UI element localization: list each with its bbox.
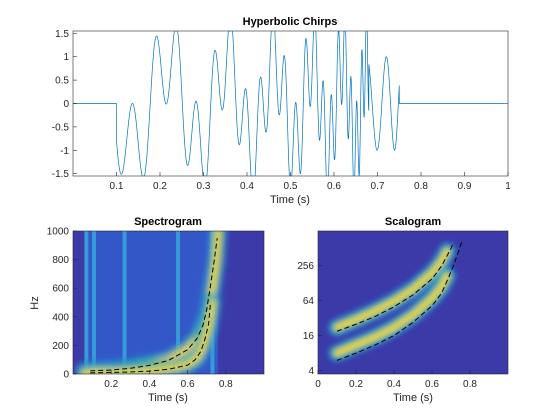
waveform-x-tick-label: 0.1 (110, 181, 124, 192)
spectrogram-dashed-curve (90, 302, 212, 374)
spectrogram-y-tick-label: 400 (52, 312, 69, 323)
scalogram-title: Scalogram (385, 216, 441, 228)
spectrogram-band (84, 231, 89, 374)
waveform-series-line (73, 31, 508, 176)
waveform-y-tick-label: -0.5 (52, 122, 70, 133)
waveform-x-tick-label: 0.9 (458, 181, 472, 192)
waveform-y-ticks: -1.5 -1 -0.5 0 0.5 1 1.5 (52, 29, 77, 180)
spectrogram-band (176, 231, 181, 374)
waveform-x-ticks: 0.1 0.2 0.3 0.4 0.5 0.6 0.7 0.8 0.9 1 (110, 172, 511, 192)
waveform-chart: 0.1 0.2 0.3 0.4 0.5 0.6 0.7 0.8 0.9 1 -1.5 -1 -0.5 0… (52, 16, 511, 206)
spectrogram-x-tick-label: 0.8 (219, 379, 233, 390)
scalogram-x-tick-label: 0.2 (349, 379, 363, 390)
waveform-x-tick-label: 0.7 (371, 181, 385, 192)
waveform-y-tick-label: 1.5 (55, 29, 69, 40)
spectrogram-chart: 0.2 0.4 0.6 0.8 0 200 400 600 800 1000 Spectrogr… (29, 216, 265, 404)
waveform-y-tick-label: -1 (60, 146, 69, 157)
scalogram-y-tick-label: 64 (303, 296, 315, 307)
spectrogram-y-label: Hz (29, 296, 41, 309)
spectrogram-y-tick-label: 0 (63, 370, 69, 381)
waveform-y-tick-label: 1 (63, 52, 69, 63)
spectrogram-y-tick-label: 800 (52, 255, 69, 266)
waveform-lines (73, 31, 508, 176)
spectrogram-overlay-curves (90, 238, 218, 374)
waveform-y-tick-label: 0 (63, 99, 69, 110)
spectrogram-y-tick-label: 200 (52, 341, 69, 352)
waveform-y-tick-label: 0.5 (55, 76, 69, 87)
waveform-x-tick-label: 0.4 (240, 181, 254, 192)
spectrogram-y-tick-label: 1000 (47, 227, 70, 238)
scalogram-x-tick-label: 0.8 (463, 379, 477, 390)
spectrogram-x-tick-label: 0.4 (142, 379, 156, 390)
spectrogram-axes-box (72, 230, 265, 375)
spectrogram-x-label: Time (s) (148, 392, 188, 404)
spectrogram-band (122, 231, 127, 374)
scalogram-overlay-curves (336, 239, 463, 361)
scalogram-y-ticks: 4 16 64 256 (297, 261, 322, 377)
scalogram-x-tick-label: 0.6 (425, 379, 439, 390)
scalogram-ridge (334, 248, 450, 330)
scalogram-ridge (334, 273, 450, 356)
scalogram-axes-box (317, 230, 509, 375)
spectrogram-y-tick-label: 600 (52, 284, 69, 295)
waveform-x-tick-label: 0.3 (197, 181, 211, 192)
waveform-title: Hyperbolic Chirps (243, 16, 338, 28)
spectrogram-title: Spectrogram (134, 216, 202, 228)
waveform-y-tick-label: -1.5 (52, 169, 70, 180)
scalogram-dashed-curve (336, 243, 454, 332)
waveform-x-tick-label: 0.6 (327, 181, 341, 192)
scalogram-y-tick-label: 256 (297, 261, 314, 272)
waveform-x-tick-label: 1 (505, 181, 511, 192)
scalogram-y-tick-label: 16 (303, 331, 315, 342)
spectrogram-x-tick-label: 0.6 (181, 379, 195, 390)
scalogram-dashed-curve (336, 239, 463, 361)
waveform-x-tick-label: 0.8 (414, 181, 428, 192)
spectrogram-x-ticks: 0.2 0.4 0.6 0.8 (104, 370, 233, 390)
waveform-x-tick-label: 0.5 (284, 181, 298, 192)
spectrogram-x-tick-label: 0.2 (104, 379, 118, 390)
spectrogram-dashed-curve (90, 238, 218, 372)
scalogram-energy (328, 242, 457, 363)
scalogram-y-tick-label: 4 (308, 366, 314, 377)
scalogram-chart: 0 0.2 0.4 0.6 0.8 4 16 64 256 Scalogram Time (s… (297, 216, 509, 404)
scalogram-x-tick-label: 0.4 (387, 379, 401, 390)
scalogram-x-label: Time (s) (393, 392, 433, 404)
spectrogram-y-ticks: 0 200 400 600 800 1000 (47, 227, 77, 381)
spectrogram-band (92, 231, 97, 374)
waveform-x-label: Time (s) (270, 194, 310, 206)
scalogram-x-tick-label: 0 (315, 379, 321, 390)
waveform-x-tick-label: 0.2 (153, 181, 167, 192)
